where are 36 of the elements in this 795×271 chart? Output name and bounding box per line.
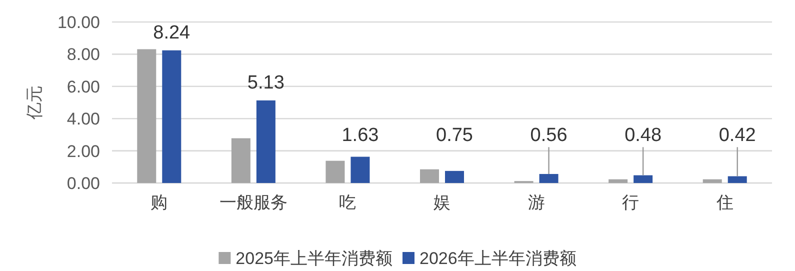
legend-label: 2025年上半年消费额 bbox=[236, 249, 392, 268]
y-tick-label: 0.00 bbox=[66, 174, 100, 193]
y-tick-label: 10.00 bbox=[57, 13, 100, 32]
x-tick-label: 游 bbox=[528, 193, 545, 212]
bar bbox=[162, 50, 182, 183]
bar bbox=[634, 175, 653, 183]
x-tick-label: 吃 bbox=[339, 193, 356, 212]
data-label: 5.13 bbox=[247, 72, 284, 94]
data-label: 0.48 bbox=[624, 125, 662, 146]
bar bbox=[539, 174, 558, 183]
y-tick-label: 6.00 bbox=[66, 77, 100, 96]
x-tick-label: 行 bbox=[622, 193, 640, 212]
bar bbox=[256, 100, 276, 183]
bar bbox=[420, 169, 439, 183]
data-label: 8.24 bbox=[153, 22, 191, 44]
y-axis-title: 亿元 bbox=[25, 86, 44, 120]
data-label: 0.75 bbox=[436, 125, 473, 146]
x-tick-label: 住 bbox=[715, 193, 734, 212]
y-tick-label: 2.00 bbox=[66, 142, 100, 161]
y-tick-label: 8.00 bbox=[66, 45, 100, 64]
bar bbox=[231, 138, 250, 183]
data-label: 0.56 bbox=[530, 125, 568, 146]
bar bbox=[350, 156, 370, 183]
bar bbox=[608, 179, 628, 183]
bar bbox=[702, 179, 722, 183]
legend-label: 2026年上半年消费额 bbox=[420, 249, 576, 268]
bar bbox=[445, 170, 464, 183]
data-label: 0.42 bbox=[718, 125, 756, 146]
bar bbox=[326, 160, 345, 183]
bar bbox=[137, 49, 156, 183]
x-tick-label: 一般服务 bbox=[219, 193, 288, 212]
data-label: 1.63 bbox=[342, 125, 379, 146]
bar bbox=[728, 176, 747, 183]
y-tick-label: 4.00 bbox=[66, 110, 100, 129]
x-tick-label: 娱 bbox=[434, 193, 450, 212]
x-tick-label: 购 bbox=[150, 193, 168, 212]
